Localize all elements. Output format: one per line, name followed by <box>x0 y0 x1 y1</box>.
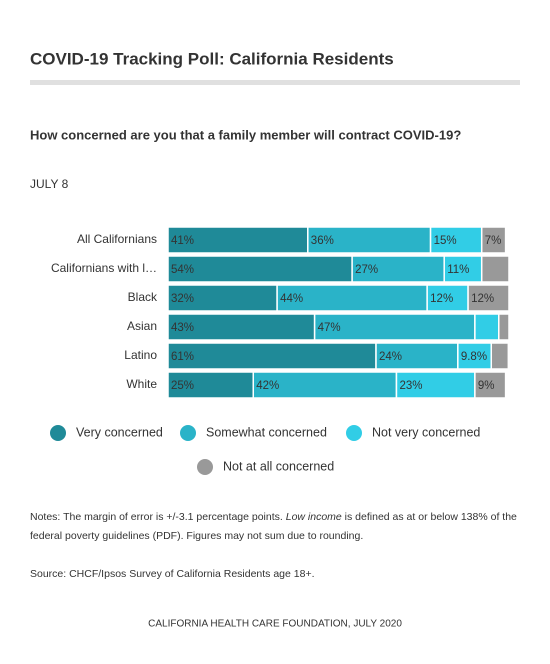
chart-subtitle: How concerned are you that a family memb… <box>30 127 461 142</box>
value-label: 61% <box>171 351 194 363</box>
value-label: 24% <box>379 351 402 363</box>
value-label: 41% <box>171 235 194 247</box>
legend-swatch <box>50 425 66 441</box>
value-label: 43% <box>171 322 194 334</box>
y-tick-label: White <box>126 377 157 391</box>
legend-swatch <box>180 425 196 441</box>
y-tick-label: Black <box>128 290 158 304</box>
bar-segment <box>467 284 510 312</box>
bar-segment <box>167 255 353 283</box>
legend-label: Not very concerned <box>372 425 480 439</box>
bar-segment <box>167 226 309 254</box>
bar-segment <box>457 342 493 370</box>
value-label: 23% <box>399 380 422 392</box>
value-label: 11% <box>447 264 469 276</box>
note-text: is defined as at or below 138% of the fe… <box>30 511 517 542</box>
source: Source: CHCF/Ipsos Survey of California … <box>30 568 315 580</box>
note-text: Low income <box>285 511 342 523</box>
value-label: 42% <box>256 380 279 392</box>
value-label: 54% <box>171 264 194 276</box>
bar-segment <box>167 371 254 399</box>
bar-segment <box>480 255 510 283</box>
value-label: 32% <box>171 293 194 305</box>
legend-swatch <box>346 425 362 441</box>
y-tick-label: Latino <box>124 348 157 362</box>
legend-label: Very concerned <box>76 425 163 439</box>
bar-segment <box>490 342 510 370</box>
y-tick-label: Asian <box>127 319 157 333</box>
value-label: 12% <box>471 293 494 305</box>
value-label: 44% <box>280 293 303 305</box>
legend-label: Somewhat concerned <box>206 425 327 439</box>
bar-segment <box>443 255 483 283</box>
bar-segment <box>313 313 476 341</box>
value-label: 27% <box>355 264 378 276</box>
bar-segment <box>167 342 377 370</box>
notes: Notes: The margin of error is +/-3.1 per… <box>30 508 520 546</box>
value-label: 9.8% <box>461 351 487 363</box>
bar-segment <box>167 284 278 312</box>
bar-segment <box>167 313 316 341</box>
date-label: JULY 8 <box>30 177 69 191</box>
value-label: 7% <box>485 235 502 247</box>
value-label: 9% <box>478 380 495 392</box>
chart-title: COVID-19 Tracking Poll: California Resid… <box>30 49 394 68</box>
bar-segment <box>375 342 459 370</box>
bar-segment <box>307 226 432 254</box>
footer: CALIFORNIA HEALTH CARE FOUNDATION, JULY … <box>148 619 402 630</box>
legend-label: Not at all concerned <box>223 459 334 473</box>
bar-segment <box>276 284 428 312</box>
value-label: 12% <box>430 293 453 305</box>
value-label: 25% <box>171 380 194 392</box>
value-label: 47% <box>318 322 341 334</box>
value-label: 15% <box>434 235 457 247</box>
bar-segment <box>474 313 500 341</box>
bar-segment <box>252 371 398 399</box>
title-rule <box>30 80 520 85</box>
bar-segment <box>480 226 507 254</box>
legend-swatch <box>197 459 213 475</box>
note-text: Notes: The margin of error is +/-3.1 per… <box>30 511 286 523</box>
bar-segment <box>474 371 507 399</box>
y-tick-label: Californians with l… <box>51 261 157 275</box>
value-label: 36% <box>311 235 334 247</box>
bar-segment <box>498 313 510 341</box>
y-tick-label: All Californians <box>77 232 157 246</box>
